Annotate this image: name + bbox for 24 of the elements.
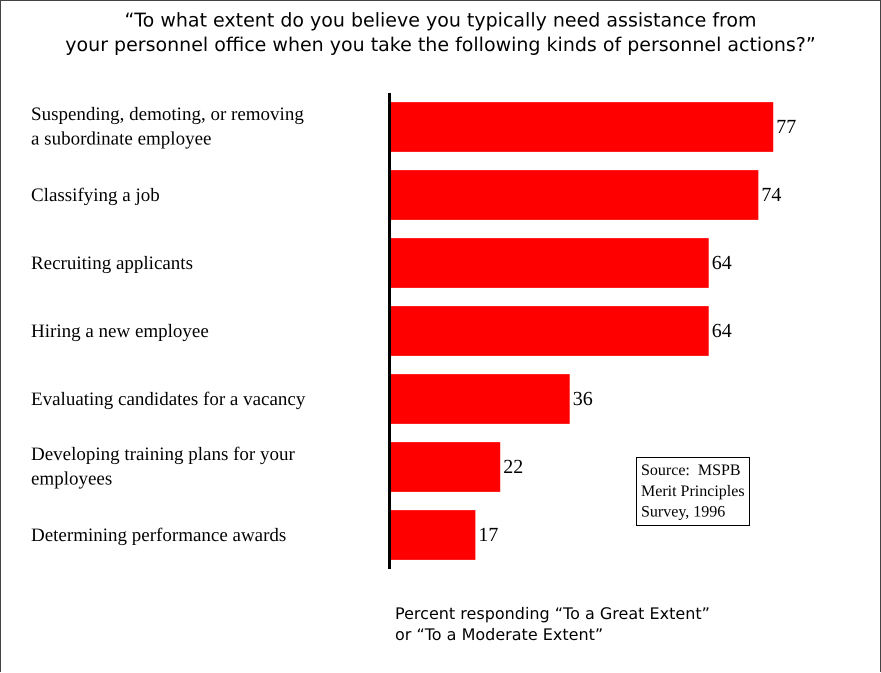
- y-tick-label: Suspending, demoting, or removing a subordinate employee: [31, 104, 304, 150]
- bar: [391, 238, 709, 288]
- y-tick-label: Classifying a job: [31, 185, 160, 206]
- annotation: Source: MSPB Merit Principles Survey, 1996: [641, 462, 745, 521]
- data-label: 64: [712, 320, 732, 342]
- y-tick-label: Hiring a new employee: [31, 321, 209, 342]
- data-label: 36: [572, 388, 593, 410]
- data-label: 17: [478, 524, 498, 546]
- chart-title: “To what extent do you believe you typically need assistance from your personnel office when you take the following kinds of personnel actions?”: [65, 10, 816, 56]
- y-tick-label: Recruiting applicants: [31, 253, 193, 274]
- x-axis-title: Percent responding “To a Great Extent” or “To a Moderate Extent”: [395, 604, 710, 644]
- bar: [391, 442, 500, 492]
- data-label: 64: [712, 252, 732, 274]
- bar: [391, 170, 758, 220]
- y-tick-label: Developing training plans for your employees: [31, 444, 296, 490]
- bar: [391, 374, 570, 424]
- data-label: 77: [776, 116, 796, 138]
- bar: [391, 306, 709, 356]
- bar: [391, 510, 476, 560]
- data-label: 74: [761, 184, 782, 206]
- y-tick-label: Evaluating candidates for a vacancy: [31, 389, 306, 410]
- data-label: 22: [503, 456, 524, 478]
- y-tick-label: Determining performance awards: [31, 525, 286, 546]
- bar: [391, 102, 774, 152]
